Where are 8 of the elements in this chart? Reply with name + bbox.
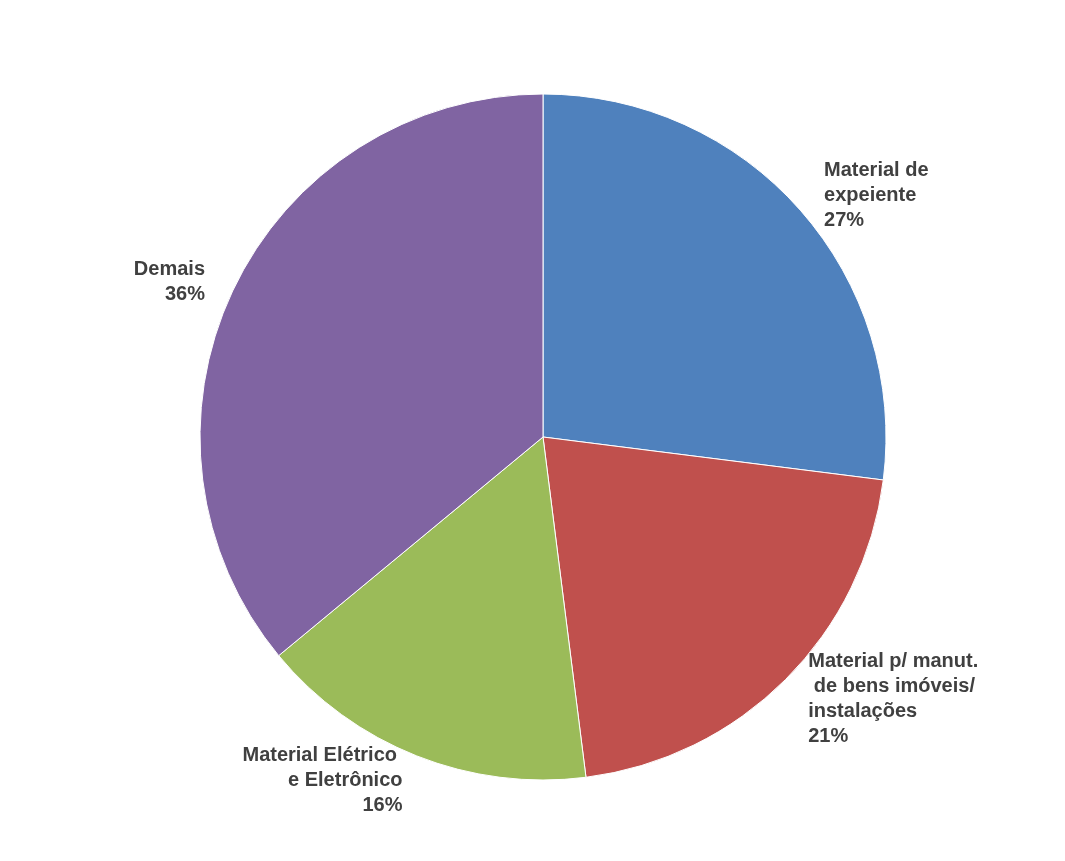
data-label: 36% — [164, 281, 206, 304]
slice-label: Material de expeiente — [824, 157, 935, 205]
slice-label: Demais — [133, 256, 206, 279]
slice-label: Material p/ manut. de bens imóveis/instalações — [808, 648, 979, 721]
data-label: 27% — [824, 207, 865, 230]
data-label: 21% — [808, 723, 849, 746]
slice-label: Material Elétrico e Eletrônico — [242, 743, 403, 791]
data-label: 16% — [362, 793, 403, 816]
